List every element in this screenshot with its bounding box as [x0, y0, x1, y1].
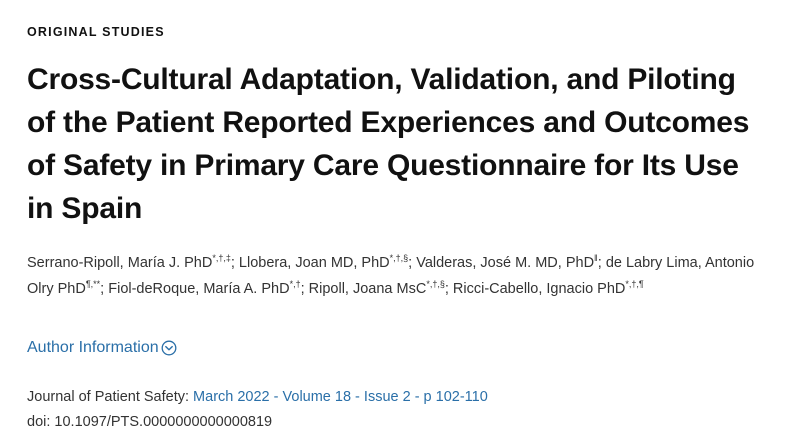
author-separator: ;	[300, 281, 309, 297]
author-affiliation-marks: *,†,¶	[625, 279, 644, 290]
author-information-label: Author Information	[27, 339, 159, 356]
author-name[interactable]: de Labry Lima, Antonio Olry PhD	[27, 255, 755, 297]
author-name[interactable]: Ricci-Cabello, Ignacio PhD	[452, 281, 626, 297]
author-name[interactable]: Llobera, Joan MD, PhD	[238, 255, 390, 271]
chevron-down-circle-icon	[161, 340, 177, 356]
article-title: Cross-Cultural Adaptation, Validation, a…	[27, 63, 750, 225]
author-name[interactable]: Serrano-Ripoll, María J. PhD	[27, 255, 213, 271]
author-list: Serrano-Ripoll, María J. PhD*,†,‡; Llobe…	[27, 250, 772, 302]
author-affiliation-marks: *,†	[289, 279, 301, 290]
author-affiliation-marks: ǁ	[594, 253, 598, 264]
author-affiliation-marks: ¶,**	[85, 279, 101, 290]
author-name[interactable]: Fiol-deRoque, María A. PhD	[108, 281, 290, 297]
author-name[interactable]: Valderas, José M. MD, PhD	[416, 255, 595, 271]
author-affiliation-marks: *,†,‡	[212, 253, 231, 264]
journal-citation: Journal of Patient Safety: March 2022 - …	[27, 389, 488, 405]
author-information-toggle[interactable]: Author Information	[27, 339, 177, 357]
author-affiliation-marks: *,†,§	[426, 279, 445, 290]
author-affiliation-marks: *,†,§	[389, 253, 409, 264]
doi: doi: 10.1097/PTS.0000000000000819	[27, 414, 273, 430]
section-label: ORIGINAL STUDIES	[27, 25, 165, 39]
author-separator: ;	[597, 255, 606, 271]
author-separator: ;	[230, 255, 239, 271]
author-separator: ;	[444, 281, 453, 297]
author-separator: ;	[100, 281, 109, 297]
journal-name: Journal of Patient Safety:	[27, 389, 190, 405]
author-name[interactable]: Ripoll, Joana MsC	[308, 281, 427, 297]
journal-issue-link[interactable]: March 2022 - Volume 18 - Issue 2 - p 102…	[193, 389, 488, 405]
author-separator: ;	[408, 255, 417, 271]
